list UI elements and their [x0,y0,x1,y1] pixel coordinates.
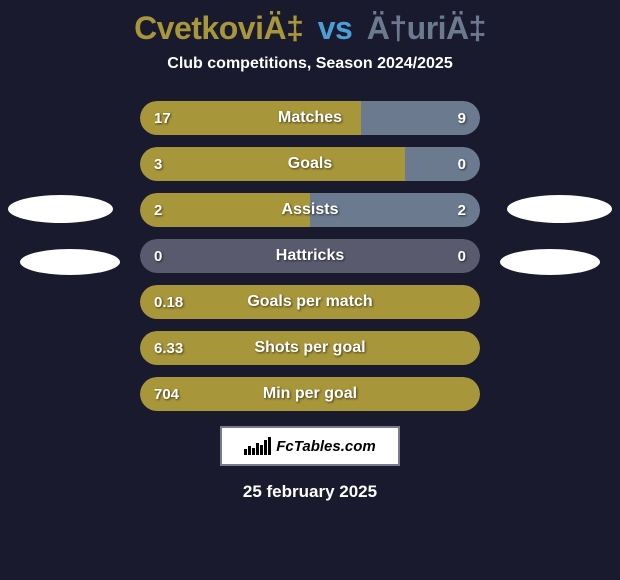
stat-content: 704 Min per goal [140,377,480,411]
stat-right-value: 0 [458,156,466,173]
stat-right-value: 2 [458,202,466,219]
title: CvetkoviÄ‡ vs Ä†uriÄ‡ [0,0,620,47]
stat-right-value: 0 [458,248,466,265]
title-vs: vs [318,10,353,46]
avatar-right-bottom [500,249,600,275]
stats-container: 17 Matches 9 3 Goals 0 2 Assists 2 0 Hattricks 0 0.1… [140,101,480,411]
stat-left-value: 6.33 [154,340,183,357]
stat-row: 0.18 Goals per match [140,285,480,319]
stat-content: 3 Goals 0 [140,147,480,181]
brand-chart-icon [244,437,271,455]
avatar-left-bottom [20,249,120,275]
stat-row: 2 Assists 2 [140,193,480,227]
stat-label: Goals per match [247,293,372,311]
stat-label: Min per goal [263,385,357,403]
stat-left-value: 0.18 [154,294,183,311]
stat-content: 0.18 Goals per match [140,285,480,319]
stat-content: 6.33 Shots per goal [140,331,480,365]
stat-row: 6.33 Shots per goal [140,331,480,365]
brand-text: FcTables.com [276,438,375,455]
stat-left-value: 2 [154,202,162,219]
title-player1: CvetkoviÄ‡ [134,10,303,46]
avatar-left-top [8,195,113,223]
stat-content: 2 Assists 2 [140,193,480,227]
stat-content: 17 Matches 9 [140,101,480,135]
stat-row: 704 Min per goal [140,377,480,411]
stat-label: Matches [278,109,342,127]
stat-content: 0 Hattricks 0 [140,239,480,273]
brand-box[interactable]: FcTables.com [220,426,400,466]
stat-left-value: 704 [154,386,179,403]
stat-row: 3 Goals 0 [140,147,480,181]
stat-label: Hattricks [276,247,344,265]
stat-left-value: 17 [154,110,171,127]
stat-row: 0 Hattricks 0 [140,239,480,273]
stat-label: Shots per goal [254,339,365,357]
avatar-right-top [507,195,612,223]
subtitle: Club competitions, Season 2024/2025 [0,55,620,73]
title-player2: Ä†uriÄ‡ [367,10,486,46]
date-text: 25 february 2025 [0,482,620,502]
stat-right-value: 9 [458,110,466,127]
stat-left-value: 3 [154,156,162,173]
stat-row: 17 Matches 9 [140,101,480,135]
stat-left-value: 0 [154,248,162,265]
stat-label: Goals [288,155,332,173]
stat-label: Assists [282,201,339,219]
